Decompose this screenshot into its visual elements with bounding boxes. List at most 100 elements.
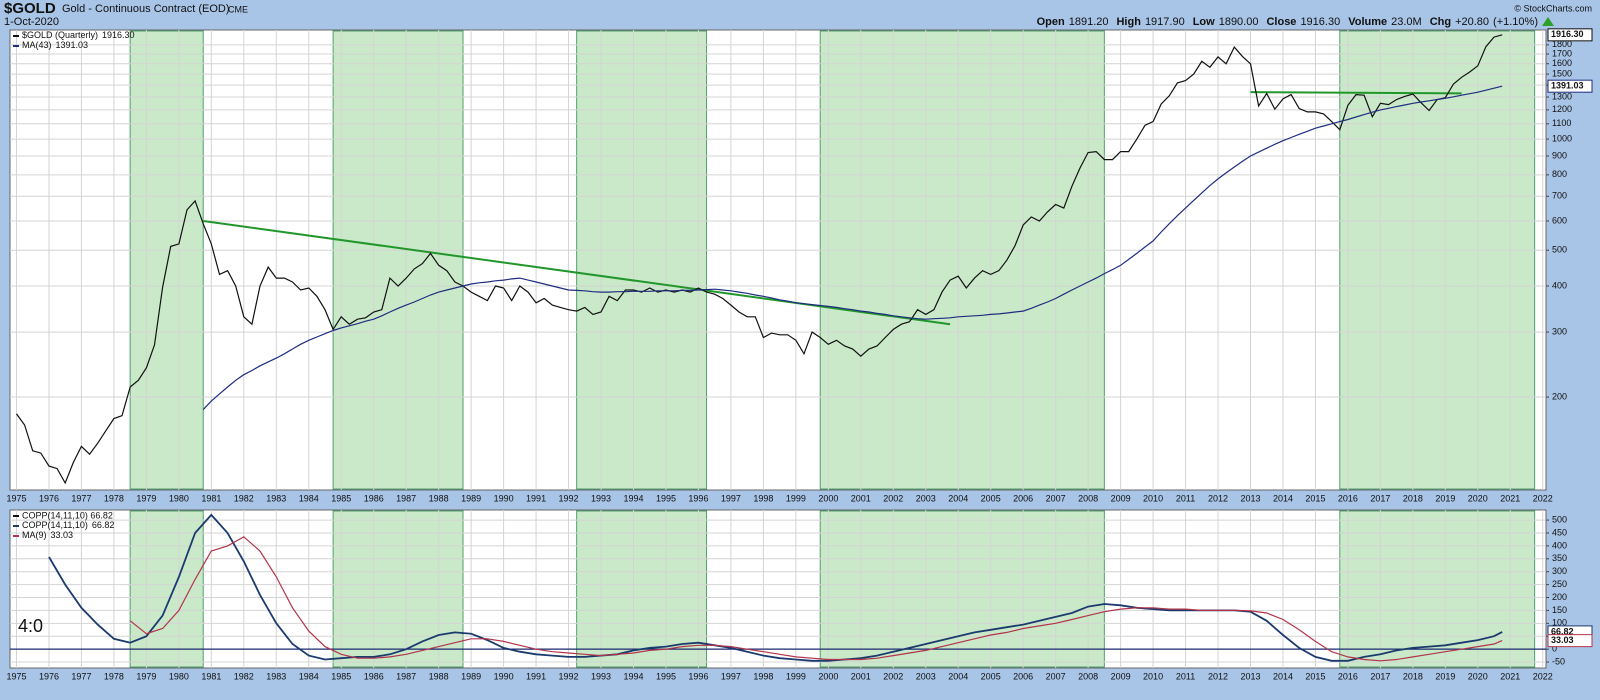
x-tick-label: 1988 bbox=[429, 493, 449, 503]
x-tick-label: 2018 bbox=[1403, 671, 1423, 681]
shaded-period bbox=[129, 510, 204, 668]
x-tick-label: 2019 bbox=[1435, 671, 1455, 681]
last-value-box bbox=[1547, 79, 1593, 93]
y-tick-label: 200 bbox=[1552, 391, 1567, 401]
series-line bbox=[129, 536, 1503, 662]
x-tick-label: 1980 bbox=[169, 671, 189, 681]
x-tick-label: 2017 bbox=[1370, 493, 1390, 503]
x-tick-label: 1977 bbox=[71, 671, 91, 681]
x-tick-label: 2005 bbox=[981, 493, 1001, 503]
y-tick-label: 1700 bbox=[1552, 48, 1572, 58]
x-tick-label: 2004 bbox=[948, 671, 968, 681]
x-tick-label: 1977 bbox=[71, 493, 91, 503]
x-tick-label: 1986 bbox=[364, 493, 384, 503]
quote-name: Volume bbox=[1348, 16, 1387, 28]
last-value-label: 1391.03 bbox=[1551, 81, 1584, 91]
x-tick-label: 1979 bbox=[136, 671, 156, 681]
x-tick-label: 2021 bbox=[1500, 493, 1520, 503]
x-tick-label: 2012 bbox=[1208, 493, 1228, 503]
x-tick-label: 1978 bbox=[104, 671, 124, 681]
y-tick-label: 1500 bbox=[1552, 68, 1572, 78]
x-tick-label: 1990 bbox=[494, 493, 514, 503]
x-tick-label: 1982 bbox=[234, 493, 254, 503]
quote-name: Open bbox=[1037, 16, 1065, 28]
x-tick-label: 2000 bbox=[818, 671, 838, 681]
legend-last: 33.03 bbox=[51, 530, 74, 540]
x-tick-label: 1981 bbox=[201, 493, 221, 503]
x-tick-label: 2009 bbox=[1111, 671, 1131, 681]
x-tick-label: 2011 bbox=[1176, 493, 1195, 503]
x-tick-label: 2001 bbox=[851, 671, 871, 681]
x-tick-label: 1975 bbox=[6, 671, 26, 681]
legend-name: $GOLD (Quarterly) bbox=[22, 30, 98, 40]
legend-name: MA(9) bbox=[22, 530, 47, 540]
y-tick-label: 1300 bbox=[1552, 91, 1572, 101]
x-tick-label: 2008 bbox=[1078, 493, 1098, 503]
x-tick-label: 1984 bbox=[299, 493, 319, 503]
legend-entry: COPP(14,11,10) 66.82 bbox=[22, 520, 114, 530]
x-tick-label: 2019 bbox=[1435, 493, 1455, 503]
series-line bbox=[16, 34, 1503, 485]
last-value-box bbox=[1547, 634, 1593, 648]
trendline bbox=[203, 219, 951, 326]
x-tick-label: 1997 bbox=[721, 493, 741, 503]
instrument-name: Gold - Continuous Contract (EOD) bbox=[62, 3, 230, 15]
x-tick-label: 2008 bbox=[1078, 671, 1098, 681]
x-tick-label: 2010 bbox=[1143, 671, 1163, 681]
y-tick-label: 450 bbox=[1552, 527, 1567, 537]
x-tick-label: 2015 bbox=[1305, 671, 1325, 681]
shaded-period bbox=[129, 30, 204, 490]
trendline bbox=[1250, 91, 1462, 95]
x-tick-label: 2017 bbox=[1370, 671, 1390, 681]
shaded-period bbox=[1339, 510, 1536, 668]
x-tick-label: 2011 bbox=[1176, 671, 1195, 681]
legend-entry: MA(9) 33.03 bbox=[22, 530, 73, 540]
y-tick-label: 200 bbox=[1552, 592, 1567, 602]
quote-value: 23.0M bbox=[1391, 16, 1422, 28]
x-tick-label: 2014 bbox=[1273, 493, 1293, 503]
legend-last: 1916.30 bbox=[102, 30, 135, 40]
x-tick-label: 1995 bbox=[656, 493, 676, 503]
x-tick-label: 2020 bbox=[1468, 671, 1488, 681]
x-tick-label: 1989 bbox=[461, 493, 481, 503]
x-tick-label: 2000 bbox=[818, 493, 838, 503]
legend-last: 1391.03 bbox=[56, 40, 89, 50]
last-value-label: 66.82 bbox=[1551, 626, 1574, 636]
quote-name: Low bbox=[1193, 16, 1215, 28]
x-tick-label: 1999 bbox=[786, 493, 806, 503]
y-tick-label: 300 bbox=[1552, 566, 1567, 576]
x-tick-label: 2001 bbox=[851, 493, 871, 503]
last-value-label: 1916.30 bbox=[1551, 29, 1584, 39]
legend-entry: MA(43) 1391.03 bbox=[22, 40, 88, 50]
legend-name: COPP(14,11,10) bbox=[22, 520, 88, 530]
shaded-period bbox=[819, 510, 1105, 668]
quote-name: Close bbox=[1266, 16, 1296, 28]
y-tick-label: 900 bbox=[1552, 150, 1567, 160]
y-tick-label: 1600 bbox=[1552, 58, 1572, 68]
x-tick-label: 1985 bbox=[331, 671, 351, 681]
x-tick-label: 2003 bbox=[916, 493, 936, 503]
x-tick-label: 2007 bbox=[1046, 671, 1066, 681]
y-tick-label: 800 bbox=[1552, 169, 1567, 179]
y-tick-label: -50 bbox=[1552, 656, 1565, 666]
y-tick-label: 150 bbox=[1552, 605, 1567, 615]
x-tick-label: 1996 bbox=[688, 671, 708, 681]
x-tick-label: 2022 bbox=[1533, 671, 1553, 681]
quote: Open 1891.20 High 1917.90 Low 1890.00 Close 191… bbox=[1037, 16, 1538, 28]
x-tick-label: 2005 bbox=[981, 671, 1001, 681]
x-tick-label: 2022 bbox=[1533, 493, 1553, 503]
shaded-period bbox=[1339, 30, 1536, 490]
series-line bbox=[48, 513, 1503, 662]
x-tick-label: 2013 bbox=[1240, 493, 1260, 503]
y-tick-label: 500 bbox=[1552, 245, 1567, 255]
quote-value: 1890.00 bbox=[1219, 16, 1259, 28]
x-tick-label: 2002 bbox=[883, 671, 903, 681]
y-tick-label: 600 bbox=[1552, 215, 1567, 225]
x-tick-label: 1976 bbox=[39, 493, 59, 503]
x-tick-label: 1976 bbox=[39, 671, 59, 681]
x-tick-label: 1975 bbox=[6, 493, 26, 503]
x-tick-label: 1984 bbox=[299, 671, 319, 681]
x-tick-label: 1983 bbox=[266, 671, 286, 681]
x-tick-label: 2015 bbox=[1305, 493, 1325, 503]
